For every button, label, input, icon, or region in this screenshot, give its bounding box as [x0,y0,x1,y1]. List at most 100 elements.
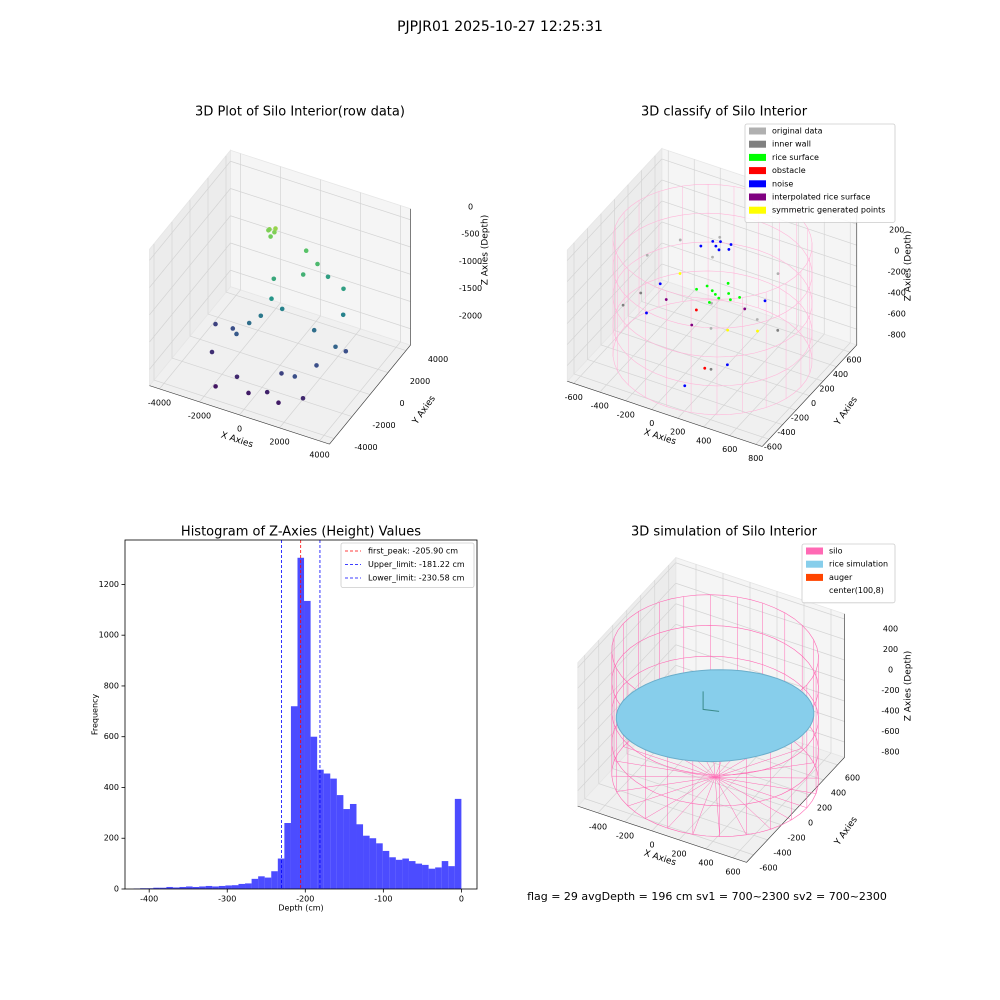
tick-label: 800 [748,454,763,463]
tick-label: -2000 [372,421,395,430]
data-point [621,303,625,307]
data-point [279,306,285,312]
data-point [333,344,338,350]
data-point [703,366,707,370]
chart-title: 3D Plot of Silo Interior(row data) [195,105,405,120]
tick-label: 200 [817,803,832,812]
y-tick-label: 200 [104,834,119,843]
histogram-bar [166,886,173,889]
histogram-bar [435,867,442,889]
tick-label: 400 [698,858,713,867]
legend-swatch [806,560,823,568]
legend-box [744,123,896,223]
x-tick-label: -400 [140,895,158,904]
data-point [271,276,277,282]
data-point [246,320,252,326]
grid-line [149,161,231,261]
tick-label: 200 [883,645,898,654]
auger [702,691,720,712]
legend-label: silo [829,547,843,556]
data-point [325,274,331,280]
x-tick-label: -100 [374,895,392,904]
data-point [234,331,239,337]
x-tick-label: -300 [218,895,236,904]
data-point [776,272,780,276]
legend-swatch [749,167,766,175]
histogram-bar [349,803,357,889]
grid-line [573,373,770,440]
legend-label: auger [829,573,853,582]
data-point [234,374,240,380]
y-tick-label: 400 [104,783,119,792]
tick-label: -500 [461,230,479,239]
data-point [709,367,713,371]
grid-line [189,335,371,395]
figure-title: PJPJR01 2025-10-27 12:25:31 [397,19,603,35]
axis-line [149,385,330,445]
grid-line [627,315,824,382]
data-point [683,384,687,388]
data-point [717,248,721,252]
grid-line [675,623,845,681]
legend-label: Lower_limit: -230.58 cm [368,574,465,583]
tick-label: 4000 [309,450,329,459]
tick-label: -4000 [354,443,377,452]
histogram-bar [336,795,344,889]
chart-title: 3D simulation of Silo Interior [631,525,818,540]
legend-swatch [806,547,823,555]
grid-line [230,160,411,221]
data-point [268,234,273,239]
grid-line [566,242,663,345]
silo-wire [611,775,716,778]
chart-title: 3D classify of Silo Interior [641,105,808,120]
tick-label: -600 [565,393,583,402]
grid-line [566,158,663,261]
tick-label: -400 [591,402,609,411]
histogram-bar [212,886,219,889]
tick-label: -200 [881,686,899,695]
data-point [719,240,722,244]
footer-text: flag = 29 avgDepth = 196 cm sv1 = 700~23… [527,890,887,903]
y-tick-label: 0 [114,885,119,894]
data-point [709,326,713,330]
data-point [266,228,271,233]
data-point [726,281,730,285]
data-point [300,272,306,277]
axis-title: Y Axies [832,815,860,848]
tick-label: -2000 [188,411,211,420]
tick-label: 2000 [269,437,289,446]
tick-label: 400 [833,370,848,379]
grid-line [566,221,663,324]
data-point [705,284,709,288]
histogram-bar [264,877,272,889]
histogram-bar [382,850,390,889]
tick-label: 0 [811,399,816,408]
data-point [273,226,278,231]
histogram-bar [231,885,239,889]
data-point [763,299,767,303]
histogram-bar [271,871,278,889]
tick-label: -600 [759,863,777,872]
silo-wire [667,776,716,829]
data-point [678,272,682,275]
silo-wire [714,776,792,821]
histogram-bar [395,859,403,889]
grid-line [577,562,677,668]
tick-label: -800 [881,748,899,757]
grid-line [149,242,231,343]
grid-line [577,583,677,689]
legend-swatch [749,140,766,148]
data-point [213,384,218,389]
data-point [776,328,780,332]
data-point [729,243,733,246]
data-point [658,282,662,286]
legend-label: original data [772,127,823,136]
silo-wire [714,777,747,835]
legend-swatch [749,193,766,201]
silo-wire [715,776,819,779]
histogram-bar [192,886,200,889]
grid-line [584,798,754,856]
plot-frame [124,539,478,890]
legend-label: obstacle [772,166,806,175]
tick-label: 400 [883,625,898,634]
